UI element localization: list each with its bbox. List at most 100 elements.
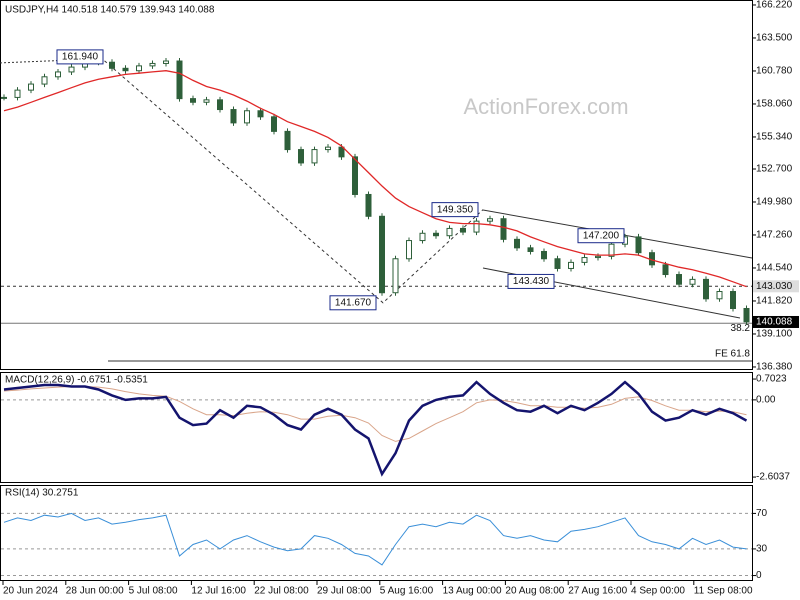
candle (338, 146, 345, 158)
pane-title: RSI(14) 30.2751 (5, 488, 79, 499)
candle (541, 250, 547, 260)
candle (608, 243, 615, 257)
candle (568, 261, 574, 269)
annotation-label: 141.670 (335, 297, 372, 308)
last-price-label: 140.088 (756, 317, 793, 328)
annotation-box (507, 273, 555, 289)
candle (244, 110, 250, 124)
x-tick-label: 20 Aug 08:00 (505, 586, 564, 597)
candle (730, 291, 736, 309)
candle (311, 149, 318, 164)
candle (190, 98, 196, 103)
annotation-box (329, 295, 377, 311)
y-tick-label: -2.6037 (756, 472, 790, 483)
moving-average (3, 70, 747, 288)
y-tick-label: 0 (756, 570, 762, 581)
candle (446, 227, 453, 237)
macd-line (3, 380, 748, 477)
annotation-label: 161.940 (62, 52, 99, 63)
y-tick-label: 0.7023 (756, 374, 787, 385)
pane-border (0, 0, 753, 370)
candle (487, 218, 493, 222)
fib-label: FE 61.8 (715, 349, 750, 360)
candle (298, 149, 304, 164)
y-tick-label: 163.500 (756, 33, 793, 44)
y-tick-label: 144.540 (756, 263, 793, 274)
candle (257, 110, 264, 118)
candle (743, 307, 750, 323)
x-tick-label: 20 Jun 2024 (3, 586, 58, 597)
candle (514, 238, 520, 249)
candle (230, 109, 237, 124)
candle (163, 60, 169, 64)
candle (419, 232, 426, 242)
candle (271, 116, 277, 132)
last-price-box (753, 315, 799, 328)
trend-line (99, 56, 484, 304)
x-tick-label: 5 Aug 16:00 (380, 586, 434, 597)
y-tick-label: 155.340 (756, 132, 793, 143)
candle (392, 258, 399, 294)
candle (473, 220, 480, 233)
annotation-label: 143.430 (513, 276, 550, 287)
y-tick-label: 160.780 (756, 66, 793, 77)
x-tick-label: 28 Jun 00:00 (66, 586, 124, 597)
y-tick-label: 136.380 (756, 362, 793, 373)
candle (689, 278, 696, 285)
y-tick-label: 149.980 (756, 197, 793, 208)
level-label: 143.030 (756, 281, 793, 292)
x-tick-label: 13 Aug 00:00 (443, 586, 502, 597)
annotation-label: 149.350 (437, 204, 474, 215)
candle (460, 227, 466, 233)
candle (149, 62, 156, 67)
pane-title: MACD(12,26,9) -0.6751 -0.5351 (5, 375, 148, 386)
candle (176, 60, 183, 100)
y-tick-label: 166.220 (756, 0, 793, 11)
candle (406, 240, 412, 260)
signal-line (3, 386, 747, 442)
pane-border (0, 485, 753, 581)
x-tick-label: 4 Sep 00:00 (631, 586, 685, 597)
x-tick-label: 29 Jul 08:00 (317, 586, 372, 597)
y-tick-label: 70 (756, 508, 768, 519)
candle (14, 89, 21, 98)
candle (554, 258, 561, 269)
candle (41, 76, 48, 85)
annotation-label: 147.200 (583, 230, 620, 241)
y-tick-label: 139.100 (756, 329, 793, 340)
watermark: ActionForex.com (463, 94, 628, 119)
candle (284, 130, 291, 151)
x-tick-label: 5 Jul 08:00 (129, 586, 178, 597)
candle (433, 232, 439, 237)
x-tick-label: 27 Aug 16:00 (568, 586, 627, 597)
candle (703, 278, 709, 300)
y-tick-label: 152.700 (756, 164, 793, 175)
candle (136, 65, 142, 72)
candle (68, 66, 75, 73)
fib-label: 38.2 (731, 323, 751, 334)
annotation-box (431, 202, 479, 218)
candle (662, 264, 669, 276)
x-tick-label: 22 Jul 08:00 (254, 586, 309, 597)
chart-title: USDJPY,H4 140.518 140.579 139.943 140.08… (5, 5, 215, 16)
candle (527, 247, 534, 252)
y-tick-label: 0.00 (756, 395, 776, 406)
candle (581, 257, 588, 263)
candle (109, 61, 115, 69)
y-tick-label: 158.060 (756, 99, 793, 110)
level-box (753, 280, 799, 293)
y-tick-label: 30 (756, 544, 768, 555)
candle (365, 193, 372, 217)
candle (379, 215, 385, 294)
candle (635, 236, 642, 254)
candle (716, 291, 723, 300)
annotation-box (577, 228, 625, 244)
candle (325, 146, 331, 151)
candle (500, 218, 507, 240)
y-tick-label: 141.820 (756, 296, 793, 307)
candle (203, 99, 210, 103)
candle (55, 71, 61, 78)
candle (676, 274, 682, 285)
